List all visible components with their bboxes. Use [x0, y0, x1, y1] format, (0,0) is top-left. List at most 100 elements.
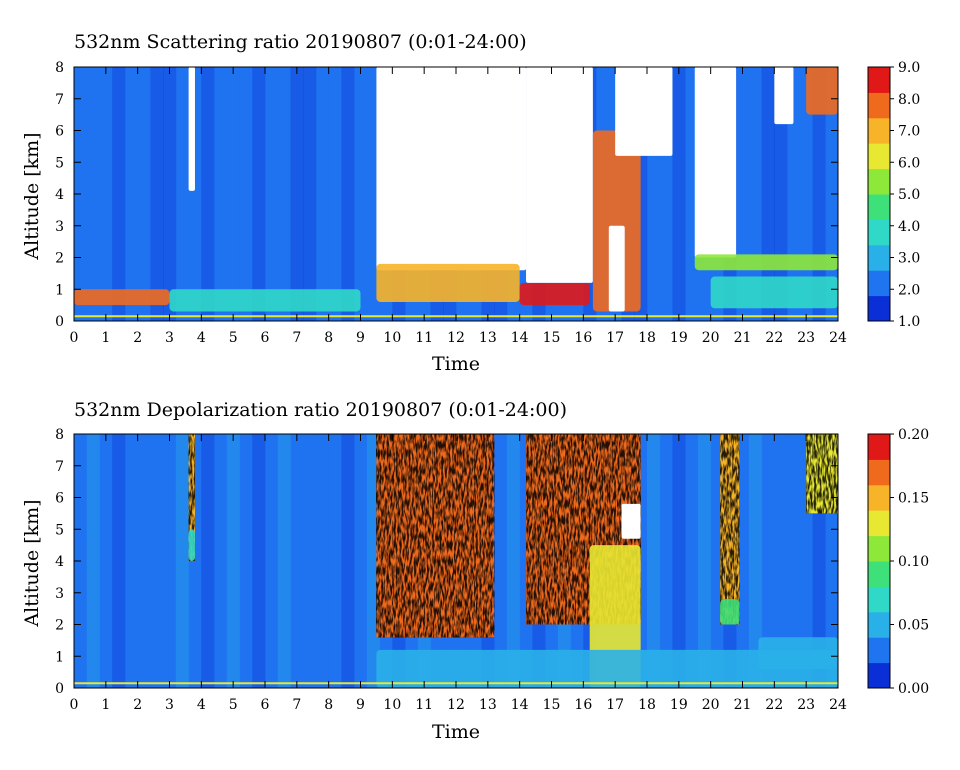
x-axis-label: Time [432, 353, 480, 375]
x-axis: 0 1 2 3 4 5 6 7 8 9 10 11 12 13 14 15 16 17 18 19 20 21 22 23 24 [70, 434, 847, 713]
x-tick-label: 2 [133, 330, 142, 346]
heatmap-column [354, 67, 368, 321]
heatmap-cloud [188, 529, 195, 561]
x-axis: 0 1 2 3 4 5 6 7 8 9 10 11 12 13 14 15 16 17 18 19 20 21 22 23 24 [70, 67, 847, 346]
heatmap-column [239, 67, 253, 321]
heatmap-column [685, 434, 699, 688]
heatmap-missing [774, 67, 794, 125]
x-tick-label: 9 [356, 697, 365, 713]
heatmap-column [175, 434, 190, 688]
x-tick-label: 15 [543, 697, 561, 713]
heatmap-column [163, 67, 177, 321]
x-tick-label: 2 [133, 697, 142, 713]
colorbar-tick-label: 5.0 [898, 187, 920, 203]
x-tick-label: 14 [511, 330, 529, 346]
heatmap-column [748, 434, 763, 688]
x-tick-label: 11 [415, 330, 433, 346]
heatmap-missing [694, 67, 737, 258]
x-tick-label: 14 [511, 697, 529, 713]
x-tick-label: 5 [229, 330, 238, 346]
heatmap-column [787, 434, 801, 688]
colorbar-segment [868, 194, 890, 220]
x-tick-label: 18 [638, 697, 656, 713]
heatmap-column [239, 434, 253, 688]
colorbar-segment [868, 92, 890, 119]
x-tick-label: 1 [101, 330, 110, 346]
x-tick-label: 0 [70, 330, 79, 346]
y-tick-label: 4 [55, 554, 64, 570]
plot-area [73, 433, 839, 689]
x-tick-label: 8 [324, 697, 333, 713]
colorbar-tick-label: 4.0 [898, 219, 920, 235]
x-tick-label: 24 [829, 697, 847, 713]
x-tick-label: 23 [797, 330, 815, 346]
x-tick-label: 9 [356, 330, 365, 346]
colorbar-segment [868, 219, 890, 246]
x-tick-label: 19 [670, 330, 688, 346]
x-tick-label: 17 [606, 697, 624, 713]
x-tick-label: 4 [197, 697, 206, 713]
depolarization-ratio-panel: 532nm Depolarization ratio 20190807 (0:0… [21, 399, 929, 743]
heatmap-column [99, 67, 113, 321]
x-tick-label: 18 [638, 330, 656, 346]
x-tick-label: 1 [101, 697, 110, 713]
heatmap-column [150, 67, 164, 321]
heatmap-cloud [694, 254, 838, 271]
x-tick-label: 0 [70, 697, 79, 713]
y-tick-label: 3 [55, 219, 64, 235]
x-tick-label: 16 [574, 330, 592, 346]
x-tick-label: 21 [734, 697, 752, 713]
heatmap-column [137, 434, 151, 688]
heatmap-column [214, 434, 228, 688]
heatmap-column [201, 434, 215, 688]
colorbar-tick-label: 3.0 [898, 251, 920, 267]
heatmap-column [774, 434, 788, 688]
x-tick-label: 22 [765, 697, 783, 713]
heatmap-missing [608, 225, 625, 312]
heatmap-column [736, 434, 750, 688]
heatmap-cloud [519, 282, 590, 306]
heatmap-column [672, 434, 686, 688]
colorbar-segment [868, 662, 890, 689]
x-tick-label: 24 [829, 330, 847, 346]
x-tick-label: 8 [324, 330, 333, 346]
x-tick-label: 11 [415, 697, 433, 713]
colorbar-tick-label: 6.0 [898, 155, 920, 171]
y-tick-label: 8 [55, 60, 64, 76]
heatmap-boundary_layer [74, 289, 170, 306]
colorbar-segment [868, 611, 890, 638]
heatmap-column [328, 67, 342, 321]
heatmap-column [672, 67, 686, 321]
y-tick-label: 6 [55, 124, 64, 140]
colorbar-segment [868, 637, 890, 664]
y-tick-label: 7 [55, 92, 64, 108]
y-axis: 0 1 2 3 4 5 6 7 8 [55, 427, 838, 697]
heatmap-column [315, 67, 330, 321]
chart-title: 532nm Depolarization ratio 20190807 (0:0… [74, 399, 567, 421]
colorbar-tick-label: 2.0 [898, 282, 920, 298]
colorbar-segment [868, 561, 890, 587]
colorbar-tick-label: 0.20 [898, 427, 929, 443]
colorbar-segment [868, 459, 890, 486]
x-tick-label: 12 [447, 697, 465, 713]
heatmap-cloud [376, 263, 520, 302]
heatmap-cloud [806, 67, 838, 115]
heatmap-column [647, 434, 661, 688]
heatmap-missing [526, 67, 593, 283]
heatmap-column [506, 434, 521, 688]
heatmap-column [328, 434, 342, 688]
colorbar-segment [868, 510, 890, 537]
x-tick-label: 7 [292, 697, 301, 713]
heatmap-column [341, 67, 355, 321]
y-tick-label: 7 [55, 459, 64, 475]
heatmap-column [112, 434, 126, 688]
heatmap-column [290, 67, 304, 321]
heatmap-column [315, 434, 330, 688]
heatmap-column [761, 434, 775, 688]
heatmap-missing [615, 67, 673, 156]
colorbar-tick-label: 0.15 [898, 491, 929, 507]
x-tick-label: 4 [197, 330, 206, 346]
colorbar: 0.00 0.05 0.10 0.15 0.20 [867, 427, 929, 697]
heatmap-cloud [592, 130, 641, 312]
